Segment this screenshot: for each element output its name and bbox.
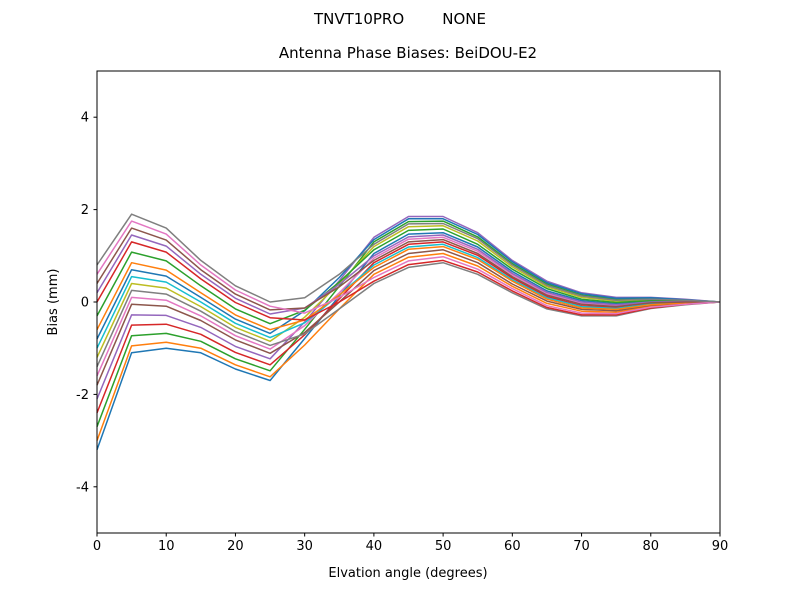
y-tick-label: 4 — [81, 111, 89, 126]
y-tick-label: -2 — [76, 388, 89, 403]
x-tick-label: 80 — [643, 539, 660, 554]
x-tick-label: 0 — [93, 539, 101, 554]
series-line — [96, 241, 721, 321]
series-line — [96, 225, 721, 358]
x-tick-label: 40 — [366, 539, 383, 554]
series-line — [96, 245, 721, 331]
series-line — [96, 220, 721, 315]
series-line — [96, 243, 721, 349]
x-tick-label: 90 — [712, 539, 729, 554]
x-tick-label: 70 — [573, 539, 590, 554]
plot-lines — [96, 213, 721, 451]
y-axis-label: Bias (mm) — [46, 269, 61, 336]
series-line — [96, 213, 721, 303]
x-axis-label: Elvation angle (degrees) — [328, 566, 487, 581]
x-tick-label: 60 — [504, 539, 521, 554]
axis-ticks: 0 10 20 30 40 50 60 70 80 90 -4 -2 0 2 4 — [76, 111, 728, 554]
x-tick-label: 50 — [435, 539, 452, 554]
series-line — [96, 261, 721, 368]
x-tick-label: 10 — [158, 539, 175, 554]
series-line — [96, 249, 721, 386]
axes-title: Antenna Phase Biases: BeiDOU-E2 — [279, 44, 537, 62]
x-tick-label: 20 — [227, 539, 244, 554]
series-line — [96, 220, 721, 427]
series-line — [96, 218, 721, 340]
y-tick-label: 2 — [81, 203, 89, 218]
x-tick-label: 30 — [296, 539, 313, 554]
y-tick-label: -4 — [76, 480, 89, 495]
y-tick-label: 0 — [81, 296, 89, 311]
series-line — [96, 231, 721, 451]
series-line — [96, 252, 721, 441]
series-line — [96, 228, 721, 325]
series-line — [96, 227, 720, 311]
series-line — [96, 236, 721, 377]
series-line — [96, 215, 721, 400]
series-line — [96, 234, 721, 315]
figure-suptitle: TNVT10PRO NONE — [313, 10, 486, 28]
series-line — [96, 241, 721, 414]
